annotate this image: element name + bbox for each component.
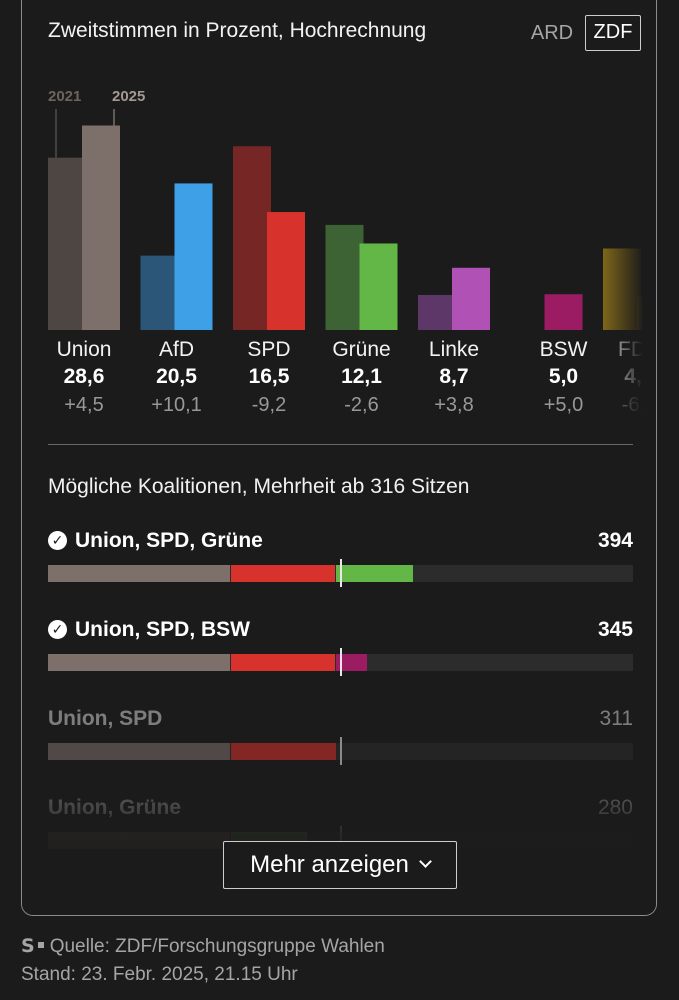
party-change: +10,1 — [151, 394, 202, 416]
bar-chart: Union 28,6 +4,5 AfD 20,5 +10,1 SPD 16,5 -9,2 Grün… — [48, 88, 656, 416]
bar-2021-union — [48, 157, 86, 330]
bar-2025-linke — [452, 267, 490, 330]
party-change: +3,8 — [434, 394, 473, 416]
party-value: 5,0 — [549, 365, 578, 388]
party-value: 16,5 — [249, 365, 290, 388]
coalition-segment-spd — [230, 565, 335, 582]
party-label: Union — [57, 338, 112, 361]
bar-2025-grüne — [359, 243, 398, 330]
show-more-label: Mehr anzeigen — [250, 851, 409, 878]
logo-dot — [37, 942, 44, 949]
bar-2021-spd — [233, 146, 271, 330]
check-circle-icon: ✓ — [48, 531, 67, 550]
coalition-name: ✓ Union, SPD, BSW — [48, 618, 250, 642]
party-change: -9,2 — [252, 394, 286, 416]
coalition-name-text: Union, SPD, Grüne — [75, 529, 263, 552]
party-label: BSW — [540, 338, 588, 361]
bar-2025-union — [82, 125, 120, 330]
coalitions-heading: Mögliche Koalitionen, Mehrheit ab 316 Si… — [48, 475, 470, 498]
coalition-segment-bsw — [335, 654, 368, 671]
coalition-name-text: Union, SPD, BSW — [75, 618, 250, 641]
spiegel-logo-icon: S — [21, 935, 35, 957]
party-label: Linke — [429, 338, 479, 361]
party-value: 28,6 — [64, 365, 105, 388]
coalition-bar — [48, 737, 633, 765]
chart-title: Zweitstimmen in Prozent, Hochrechnung — [48, 19, 427, 42]
coalition-segment-spd — [230, 654, 335, 671]
bar-2021-afd — [140, 255, 179, 330]
bar-2021-linke — [418, 294, 456, 330]
coalition-bar — [48, 648, 633, 676]
coalition-seats: 311 — [599, 707, 633, 730]
coalition-name: ✓ Union, SPD, Grüne — [48, 529, 263, 553]
bar-2025-spd — [267, 212, 305, 330]
majority-marker — [340, 648, 343, 676]
coalition-segment-spd — [230, 743, 336, 760]
party-change: -2,6 — [344, 394, 378, 416]
party-change: +5,0 — [544, 394, 583, 416]
coalition-row: ✓ Union, SPD, Grüne 394 — [48, 529, 633, 589]
coalition-row: ✓ Union, SPD, BSW 345 — [48, 618, 633, 678]
coalition-segment-union — [48, 743, 230, 760]
source-tab-zdf[interactable]: ZDF — [585, 15, 641, 51]
party-label: AfD — [159, 338, 194, 361]
coalition-segment-union — [48, 565, 230, 582]
bar-2021-grüne — [325, 224, 364, 330]
bar-2025-bsw — [544, 294, 583, 330]
party-value: 20,5 — [156, 365, 197, 388]
divider — [48, 444, 633, 445]
coalition-row: Union, SPD 311 — [48, 707, 633, 767]
legend-2025: 2025 — [112, 88, 145, 105]
chevron-down-icon — [419, 855, 432, 868]
party-change: +4,5 — [64, 394, 103, 416]
check-circle-icon: ✓ — [48, 620, 67, 639]
party-value: 8,7 — [439, 365, 468, 388]
show-more-button[interactable]: Mehr anzeigen — [223, 841, 457, 889]
majority-marker — [340, 559, 343, 587]
coalition-name-text: Union, SPD — [48, 707, 163, 730]
party-value: 12,1 — [341, 365, 382, 388]
results-card: Union 28,6 +4,5 AfD 20,5 +10,1 SPD 16,5 -9,2 Grün… — [21, 0, 657, 916]
majority-marker — [340, 737, 343, 765]
coalition-bar — [48, 559, 633, 587]
legend-2021: 2021 — [48, 88, 81, 105]
source-tab-ard[interactable]: ARD — [530, 22, 574, 44]
bar-2025-afd — [174, 183, 213, 330]
coalition-seats: 345 — [597, 618, 633, 641]
source-text: Quelle: ZDF/Forschungsgruppe Wahlen — [49, 936, 385, 957]
party-label: SPD — [247, 338, 290, 361]
party-label: Grüne — [332, 338, 390, 361]
footer: S Quelle: ZDF/Forschungsgruppe Wahlen Sta… — [21, 932, 385, 989]
chart-overflow-fade — [598, 81, 656, 421]
coalition-seats: 394 — [597, 529, 633, 552]
coalition-name: Union, SPD — [48, 707, 162, 731]
coalition-segment-grüne — [335, 565, 413, 582]
coalition-segment-union — [48, 654, 230, 671]
stand-text: Stand: 23. Febr. 2025, 21.15 Uhr — [21, 964, 298, 985]
source-line: S Quelle: ZDF/Forschungsgruppe Wahlen — [21, 932, 385, 961]
